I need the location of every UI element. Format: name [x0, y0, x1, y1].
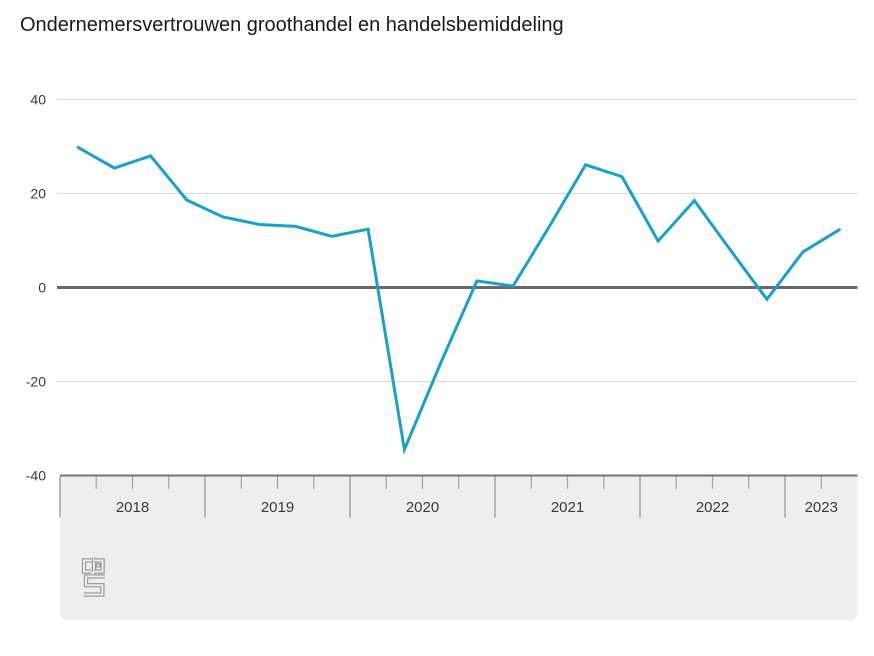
- y-tick-label: -40: [26, 468, 46, 484]
- y-tick-label: 0: [38, 280, 46, 296]
- gridlines: [57, 99, 858, 382]
- logo-letter-b-dot: [96, 563, 101, 568]
- y-tick-label: 20: [30, 186, 46, 202]
- year-label: 2021: [551, 499, 584, 516]
- year-label: 2023: [805, 499, 838, 516]
- axis-band-rect: [60, 475, 858, 620]
- year-label: 2018: [116, 499, 149, 516]
- logo-letter-c-inner: [83, 559, 92, 573]
- year-labels: 2018 2019 2020 2021 2022 2023: [116, 499, 838, 516]
- data-line: [76, 145, 841, 455]
- y-tick-label: 40: [30, 92, 46, 108]
- year-label: 2020: [406, 499, 439, 516]
- logo-letter-s-inner: [83, 575, 105, 596]
- y-tick-label: -20: [26, 374, 46, 390]
- y-axis-labels: 40 20 0 -20 -40: [26, 92, 46, 484]
- year-label: 2019: [261, 499, 294, 516]
- cbs-logo: [81, 557, 105, 597]
- quarter-ticks: [59, 476, 822, 518]
- axis-band: [60, 475, 858, 620]
- logo-letter-b-bowl-inner: [94, 559, 104, 573]
- series-line: [76, 145, 841, 455]
- chart-title: Ondernemersvertrouwen groothandel en han…: [20, 14, 564, 36]
- year-label: 2022: [696, 499, 729, 516]
